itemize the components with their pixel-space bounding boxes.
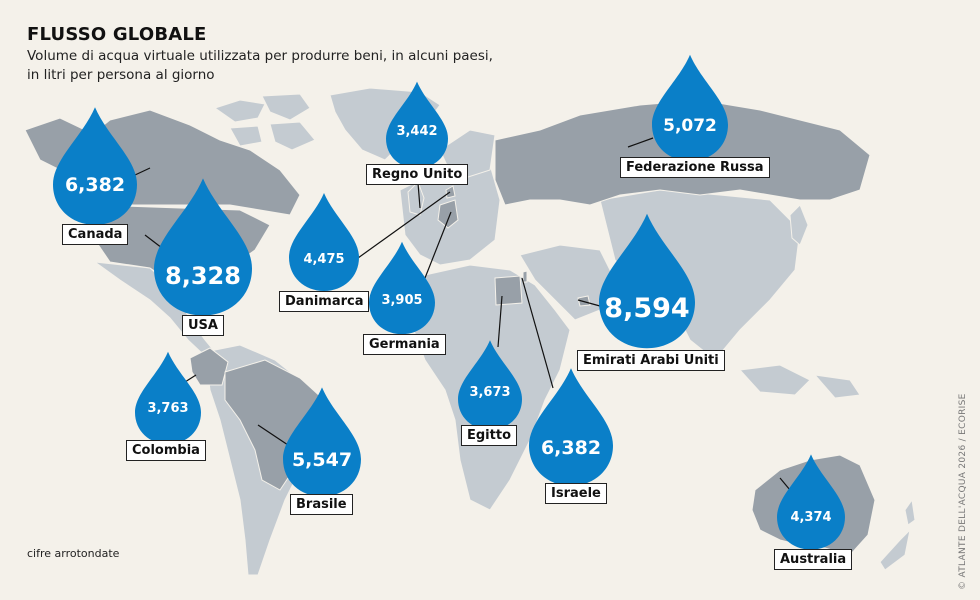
value-australia: 4,374 [790,510,832,525]
subtitle-line-2: in litri per persona al giorno [27,67,215,83]
leader-line-australia [779,477,791,491]
label-regno-unito: Regno Unito [366,164,469,185]
drop-canada: 6,382 [53,104,137,228]
leader-line-russia [627,137,654,148]
drop-egitto: 3,673 [458,339,522,431]
water-drop-icon [777,454,845,550]
drop-emirati-arabi-uniti: 8,594 [599,209,695,353]
subtitle-line-1: Volume di acqua virtuale utilizzata per … [27,48,493,64]
leader-line-colombia [184,374,197,383]
drop-israele: 6,382 [529,366,613,488]
water-drop-icon [599,213,695,349]
leader-line-israele [521,277,554,389]
label-canada: Canada [62,224,129,245]
label-colombia: Colombia [126,440,206,461]
water-drop-icon [386,81,448,169]
value-usa: 8,328 [165,262,241,290]
water-drop-icon [652,54,728,162]
label-israele: Israele [545,483,607,504]
value-emirati-arabi-uniti: 8,594 [604,293,690,324]
water-drop-icon [154,178,252,316]
water-drop-icon [135,351,201,445]
drop-germania: 3,905 [369,240,435,336]
leader-line-danimarca [357,191,451,259]
drop-danimarca: 4,475 [289,191,359,293]
water-drop-icon [529,368,613,486]
value-colombia: 3,763 [147,401,189,416]
footnote: cifre arrotondate [27,547,120,560]
drop-brasile: 5,547 [283,384,361,500]
label-brasile: Brasile [290,494,353,515]
value-regno-unito: 3,442 [396,124,438,139]
label-federazione-russa: Federazione Russa [620,157,770,178]
label-germania: Germania [363,334,446,355]
water-drop-icon [53,107,137,225]
value-israele: 6,382 [540,437,602,459]
chart-subtitle: Volume di acqua virtuale utilizzata per … [27,47,497,85]
water-drop-icon [458,340,522,430]
water-drop-icon [289,193,359,291]
drop-australia: 4,374 [777,452,845,552]
drop-colombia: 3,763 [135,350,201,446]
drop-usa: 8,328 [154,176,252,318]
value-germania: 3,905 [381,293,423,308]
water-drop-icon [369,241,435,335]
drop-federazione-russa: 5,072 [652,52,728,164]
chart-title: FLUSSO GLOBALE [27,24,207,45]
leader-line-egitto [497,295,503,348]
water-drop-icon [283,387,361,497]
value-brasile: 5,547 [291,449,353,471]
value-egitto: 3,673 [469,385,511,400]
value-danimarca: 4,475 [303,252,345,267]
label-emirati-arabi-uniti: Emirati Arabi Uniti [577,350,725,371]
leader-line-brasile [257,424,289,446]
label-australia: Australia [774,549,853,570]
leader-line-regno-unito [417,182,421,209]
label-danimarca: Danimarca [279,291,370,312]
leader-line-germania [424,211,452,279]
credit-text: © ATLANTE DELL'ACQUA 2026 / ECORISE [958,393,968,590]
drop-regno-unito: 3,442 [386,80,448,170]
value-canada: 6,382 [64,174,126,196]
label-egitto: Egitto [461,425,518,446]
label-usa: USA [182,315,224,336]
leader-line-usa [144,234,163,249]
value-federazione-russa: 5,072 [663,116,717,136]
leader-line-eau [577,299,601,307]
leader-line-canada [134,167,151,176]
